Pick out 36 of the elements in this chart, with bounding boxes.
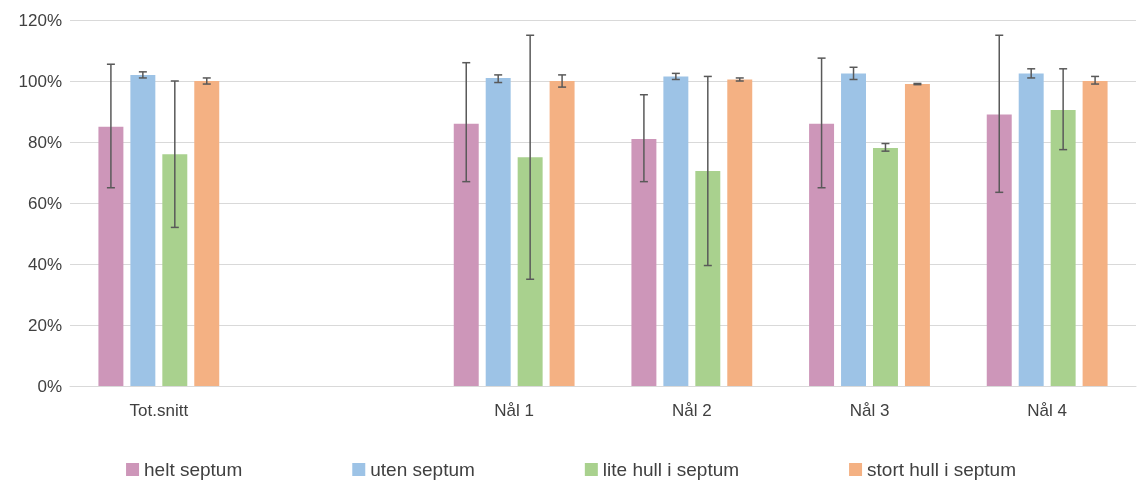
legend-label: helt septum [144, 459, 243, 480]
bar [194, 81, 220, 386]
bar [986, 114, 1012, 386]
bar [453, 123, 479, 386]
bar [809, 123, 835, 386]
bar [1018, 73, 1044, 386]
y-tick-label: 120% [18, 10, 62, 30]
y-tick-label: 80% [27, 132, 62, 152]
bar [904, 84, 930, 386]
bar [517, 157, 543, 386]
y-tick-label: 0% [37, 376, 62, 396]
x-tick-label: Nål 3 [849, 401, 890, 420]
bar [485, 77, 511, 386]
legend-label: stort hull i septum [867, 459, 1016, 480]
bar [841, 73, 867, 386]
bar [663, 76, 689, 386]
bar [1082, 81, 1108, 386]
x-tick-label: Nål 4 [1027, 401, 1068, 420]
y-tick-label: 20% [27, 315, 62, 335]
bar [727, 79, 753, 386]
bar [549, 81, 575, 386]
x-tick-label: Tot.snitt [129, 401, 189, 420]
bar [872, 148, 898, 386]
y-tick-label: 40% [27, 254, 62, 274]
legend-label: lite hull i septum [602, 459, 740, 480]
bar [98, 126, 124, 386]
bar [1050, 109, 1076, 386]
x-tick-label: Nål 2 [671, 401, 712, 420]
bar [631, 138, 657, 386]
bar [130, 74, 156, 386]
x-tick-label: Nål 1 [494, 401, 535, 420]
y-tick-label: 100% [18, 71, 62, 91]
bar [695, 170, 721, 386]
bar [162, 154, 188, 386]
legend-label: uten septum [370, 459, 475, 480]
y-tick-label: 60% [27, 193, 62, 213]
